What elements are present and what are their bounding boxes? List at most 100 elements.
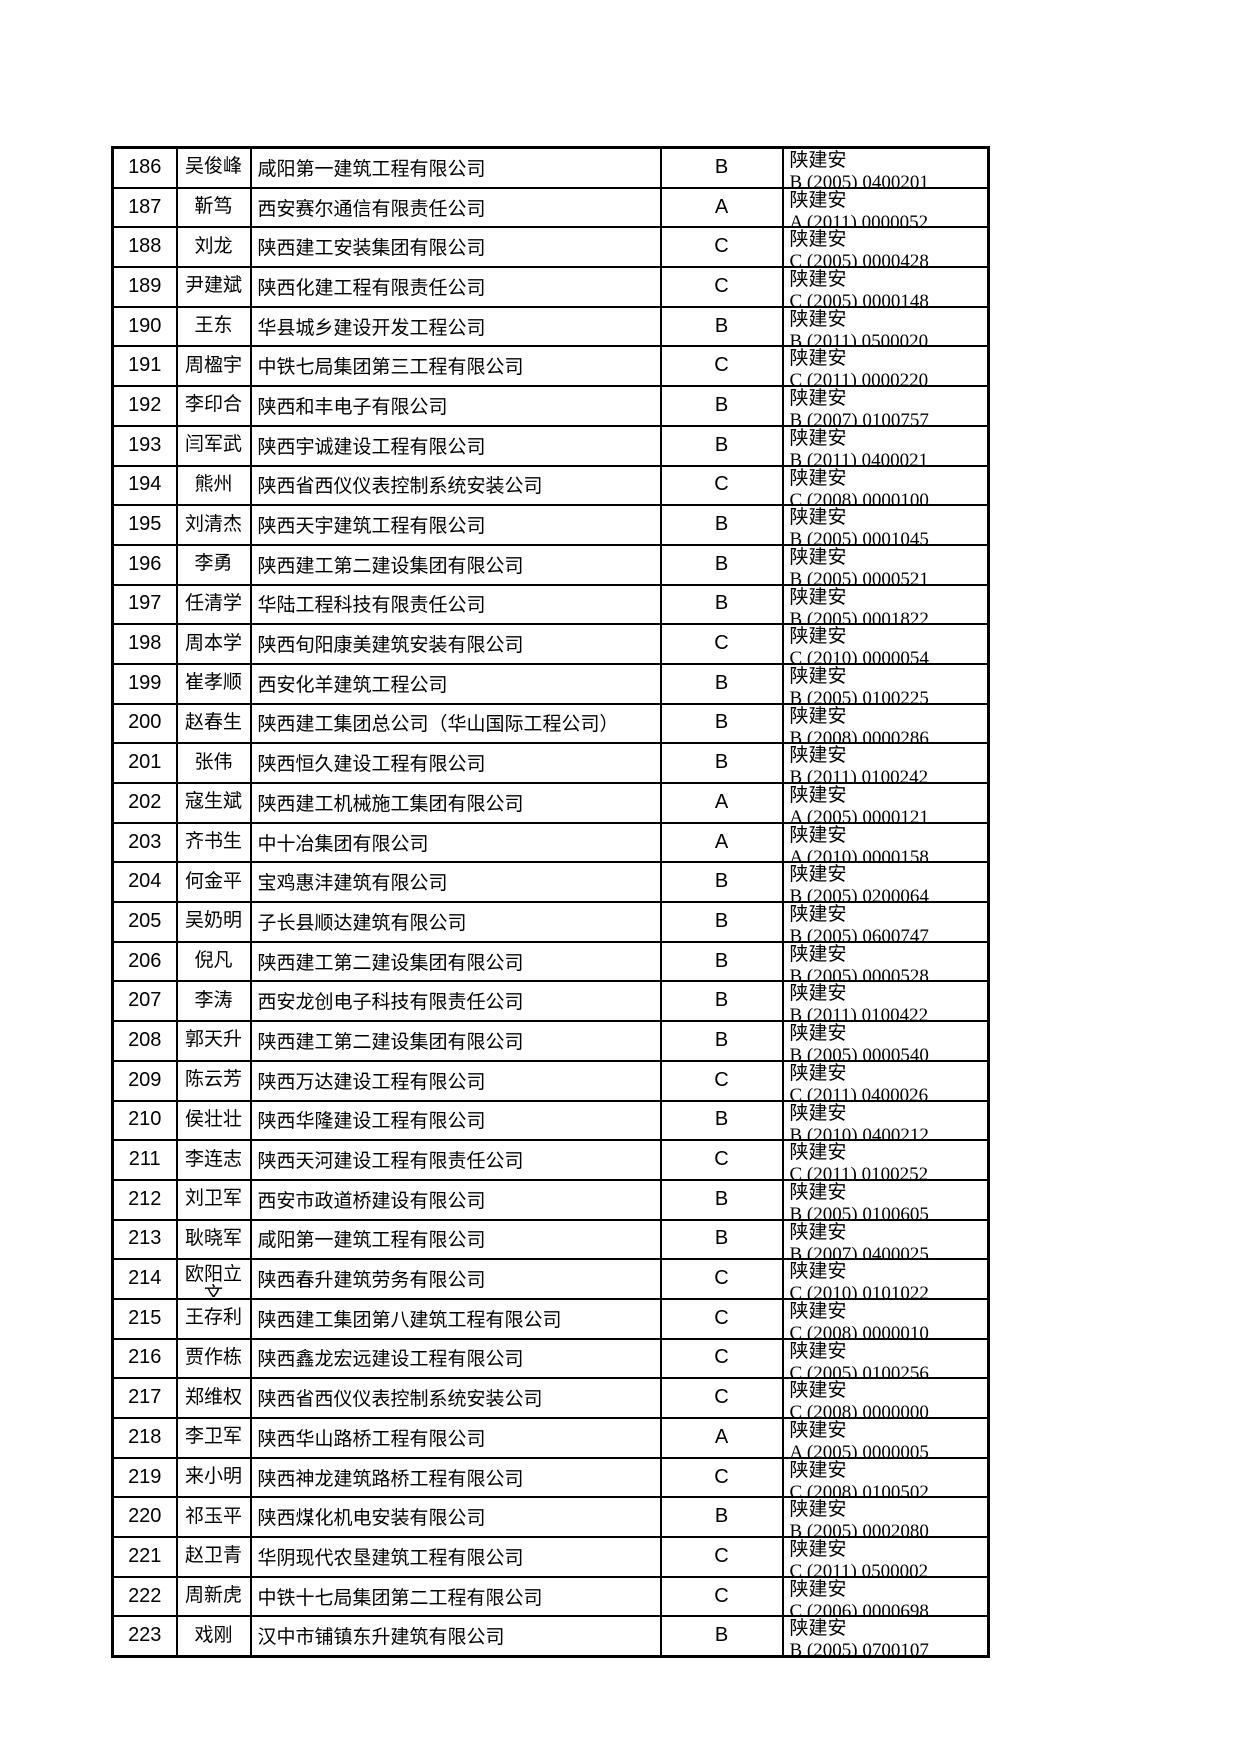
certificate-text: 陕建安 C (2010) 0101022 [785, 1261, 987, 1297]
certificate-cell: 陕建安 B (2005) 0100605 [781, 1178, 990, 1221]
person-name: 欧阳立文 [184, 1264, 242, 1297]
grade-letter: C [714, 632, 729, 655]
company-cell: 中十冶集团有限公司 [249, 821, 662, 864]
certificate-code: C (2005) 0000148 [789, 291, 929, 306]
certificate-org: 陕建安 [789, 626, 847, 648]
certificate-cell: 陕建安 B (2011) 0100422 [781, 980, 990, 1023]
person-name-cell: 贾作栋 [175, 1337, 252, 1380]
row-number: 220 [128, 1505, 162, 1528]
certificate-code: A (2010) 0000158 [789, 846, 929, 862]
company-name: 西安龙创电子科技有限责任公司 [257, 992, 524, 1014]
certificate-org: 陕建安 [789, 189, 847, 211]
table-row: 192 李印合 陕西和丰电子有限公司 B 陕建安 B (2007) 010075… [111, 385, 990, 427]
row-number: 191 [128, 354, 162, 377]
company-name: 陕西恒久建设工程有限公司 [257, 754, 486, 776]
certificate-code: C (2011) 0500002 [789, 1561, 929, 1576]
table-row: 207 李涛 西安龙创电子科技有限责任公司 B 陕建安 B (2011) 010… [111, 980, 990, 1023]
person-name: 贾作栋 [184, 1346, 242, 1368]
table-row: 220 祁玉平 陕西煤化机电安装有限公司 B 陕建安 B (2005) 0002… [111, 1496, 990, 1539]
row-number-cell: 188 [111, 226, 178, 269]
row-number: 187 [128, 195, 162, 218]
certificate-org: 陕建安 [789, 904, 847, 926]
company-name: 陕西建工第二建设集团有限公司 [257, 555, 524, 577]
company-name: 陕西建工集团总公司（华山国际工程公司） [257, 714, 619, 736]
table-row: 216 贾作栋 陕西鑫龙宏远建设工程有限公司 C 陕建安 C (2005) 01… [111, 1337, 990, 1380]
person-name: 周本学 [184, 632, 242, 654]
certificate-text: 陕建安 B (2005) 0001822 [785, 587, 987, 623]
row-number: 201 [128, 751, 162, 774]
row-number-cell: 223 [111, 1615, 178, 1658]
table-row: 208 郭天升 陕西建工第二建设集团有限公司 B 陕建安 B (2005) 00… [111, 1020, 990, 1062]
grade-cell: C [659, 464, 784, 507]
table-row: 221 赵卫青 华阴现代农垦建筑工程有限公司 C 陕建安 C (2011) 05… [111, 1536, 990, 1578]
certificate-org: 陕建安 [789, 1459, 847, 1481]
certificate-code: A (2005) 0000121 [789, 807, 929, 822]
table-row: 188 刘龙 陕西建工安装集团有限公司 C 陕建安 C (2005) 00004… [111, 226, 990, 269]
certificate-org: 陕建安 [789, 1499, 847, 1521]
table-row: 195 刘清杰 陕西天宇建筑工程有限公司 B 陕建安 B (2005) 0001… [111, 504, 990, 546]
certificate-cell: 陕建安 B (2011) 0100242 [781, 742, 990, 784]
grade-letter: B [714, 155, 729, 178]
row-number-cell: 201 [111, 742, 178, 784]
row-number: 190 [128, 314, 162, 337]
row-number: 204 [128, 870, 162, 893]
company-cell: 西安化羊建筑工程公司 [249, 662, 662, 705]
certificate-org: 陕建安 [789, 427, 847, 449]
row-number-cell: 190 [111, 305, 178, 348]
certificate-org: 陕建安 [789, 150, 847, 171]
row-number: 206 [128, 949, 162, 972]
table-row: 213 耿晓军 咸阳第一建筑工程有限公司 B 陕建安 B (2007) 0400… [111, 1218, 990, 1261]
certificate-code: C (2008) 0100502 [789, 1481, 929, 1497]
person-name: 周新虎 [184, 1585, 242, 1607]
company-name: 西安赛尔通信有限责任公司 [257, 198, 486, 220]
table-row: 199 崔孝顺 西安化羊建筑工程公司 B 陕建安 B (2005) 010022… [111, 662, 990, 705]
company-name: 陕西天河建设工程有限责任公司 [257, 1151, 524, 1173]
grade-cell: B [659, 1218, 784, 1261]
grade-cell: B [659, 424, 784, 467]
person-name-cell: 倪凡 [175, 940, 252, 983]
table-row: 215 王存利 陕西建工集团第八建筑工程有限公司 C 陕建安 C (2008) … [111, 1297, 990, 1340]
certificate-code: C (2011) 0100252 [789, 1164, 929, 1179]
person-name-cell: 周本学 [175, 623, 252, 665]
certificate-org: 陕建安 [789, 1380, 847, 1402]
certificate-cell: 陕建安 B (2005) 0002080 [781, 1496, 990, 1539]
person-name-cell: 侯壮壮 [175, 1099, 252, 1142]
person-name: 任清学 [184, 592, 242, 614]
company-name: 陕西建工第二建设集团有限公司 [257, 1031, 524, 1053]
person-name: 李印合 [184, 394, 242, 416]
certificate-org: 陕建安 [789, 1142, 847, 1164]
certificate-org: 陕建安 [789, 983, 847, 1005]
company-cell: 陕西建工第二建设集团有限公司 [249, 543, 662, 586]
company-name: 陕西和丰电子有限公司 [257, 396, 448, 418]
grade-cell: B [659, 940, 784, 983]
certificate-cell: 陕建安 C (2005) 0100256 [781, 1337, 990, 1380]
certificate-code: C (2006) 0000698 [789, 1600, 929, 1616]
company-cell: 陕西鑫龙宏远建设工程有限公司 [249, 1337, 662, 1380]
grade-letter: B [714, 949, 729, 972]
company-cell: 陕西建工第二建设集团有限公司 [249, 940, 662, 983]
grade-letter: B [714, 711, 729, 734]
certificate-text: 陕建安 C (2005) 0000148 [785, 269, 987, 306]
person-name: 李卫军 [184, 1426, 242, 1448]
certificate-cell: 陕建安 C (2006) 0000698 [781, 1575, 990, 1618]
row-number: 186 [128, 155, 162, 178]
person-name-cell: 赵春生 [175, 702, 252, 745]
company-cell: 中铁七局集团第三工程有限公司 [249, 345, 662, 388]
person-name-cell: 郭天升 [175, 1020, 252, 1062]
certificate-org: 陕建安 [789, 1062, 847, 1084]
grade-cell: C [659, 1536, 784, 1578]
person-name: 郭天升 [184, 1029, 242, 1051]
certificate-cell: 陕建安 B (2005) 0100225 [781, 662, 990, 705]
grade-letter: B [714, 909, 729, 932]
person-name-cell: 王东 [175, 305, 252, 348]
person-name-cell: 刘卫军 [175, 1178, 252, 1221]
certificate-code: B (2011) 0400021 [789, 449, 929, 465]
company-cell: 陕西建工机械施工集团有限公司 [249, 782, 662, 824]
row-number: 205 [128, 909, 162, 932]
company-name: 陕西宇诚建设工程有限公司 [257, 436, 486, 458]
person-name-cell: 王存利 [175, 1297, 252, 1340]
row-number-cell: 196 [111, 543, 178, 586]
row-number-cell: 207 [111, 980, 178, 1023]
company-name: 陕西煤化机电安装有限公司 [257, 1508, 486, 1530]
company-name: 陕西天宇建筑工程有限公司 [257, 516, 486, 538]
